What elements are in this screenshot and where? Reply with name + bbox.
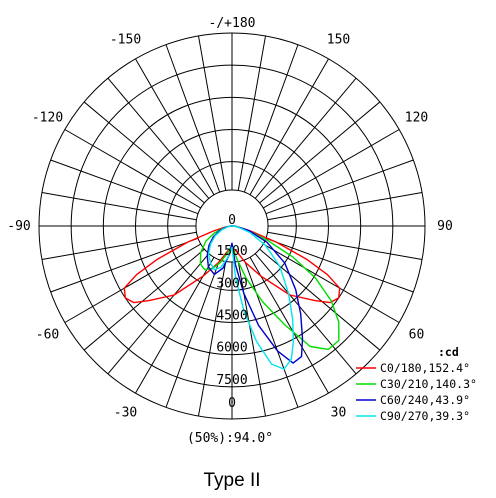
grid-spoke: [267, 191, 423, 221]
angle-tick-label: 90: [437, 219, 453, 234]
legend-label: C0/180,152.4°: [380, 361, 470, 375]
legend-label: C90/270,39.3°: [380, 409, 470, 423]
grid-spoke: [243, 44, 299, 193]
unit-label: :cd: [438, 345, 459, 359]
grid-spoke: [259, 101, 381, 204]
grid-spoke: [165, 44, 221, 193]
radial-tick-label: 4500: [216, 309, 247, 324]
grid-spoke: [237, 261, 267, 417]
radial-tick-label: 6000: [216, 341, 247, 356]
grid-spoke: [41, 231, 197, 261]
grid-spoke: [107, 77, 210, 199]
angle-tick-label: 0: [228, 396, 236, 411]
angle-tick-label: -/+180: [209, 16, 256, 31]
grid-spoke: [165, 259, 221, 408]
legend-label: C30/210,140.3°: [380, 377, 477, 391]
radial-tick-label: 0: [228, 213, 236, 228]
angle-tick-label: -90: [7, 219, 30, 234]
angle-tick-label: 60: [409, 328, 425, 343]
beam-angle-label: (50%):94.0°: [187, 431, 273, 446]
angle-tick-label: -30: [114, 406, 137, 421]
grid-spoke: [107, 253, 210, 375]
grid-spoke: [265, 237, 414, 293]
series-layer: [123, 225, 341, 370]
grid-spoke: [265, 159, 414, 215]
angle-tick-label: 30: [331, 406, 347, 421]
grid-spoke: [50, 159, 199, 215]
grid-spoke: [197, 35, 227, 191]
angle-tick-label: -60: [36, 328, 59, 343]
legend: C0/180,152.4° C30/210,140.3° C60/240,43.9°…: [356, 361, 477, 423]
grid-spoke: [83, 101, 205, 204]
angle-tick-label: -120: [32, 111, 63, 126]
series-line: [207, 225, 295, 370]
radial-tick-labels: 0 1500 3000 4500 6000 7500: [216, 213, 247, 388]
grid-spoke: [254, 77, 357, 199]
grid-spoke: [243, 259, 299, 408]
chart-caption: Type II: [203, 470, 260, 491]
grid-spoke: [267, 231, 423, 261]
angle-tick-label: -150: [110, 33, 141, 48]
grid-spoke: [237, 35, 267, 191]
polar-grid: [38, 32, 426, 420]
angle-tick-labels: -/+180 -150 150 -120 120 -90 90 -60 60 -30 30 0: [7, 16, 453, 421]
grid-spoke: [41, 191, 197, 221]
grid-spoke: [254, 253, 357, 375]
legend-label: C60/240,43.9°: [380, 393, 470, 407]
radial-tick-label: 3000: [216, 276, 247, 291]
angle-tick-label: 150: [327, 33, 350, 48]
grid-spoke: [50, 237, 199, 293]
grid-spoke: [197, 261, 227, 417]
radial-tick-label: 1500: [216, 244, 247, 259]
grid-spoke: [83, 248, 205, 351]
angle-tick-label: 120: [405, 111, 428, 126]
radial-tick-label: 7500: [216, 373, 247, 388]
